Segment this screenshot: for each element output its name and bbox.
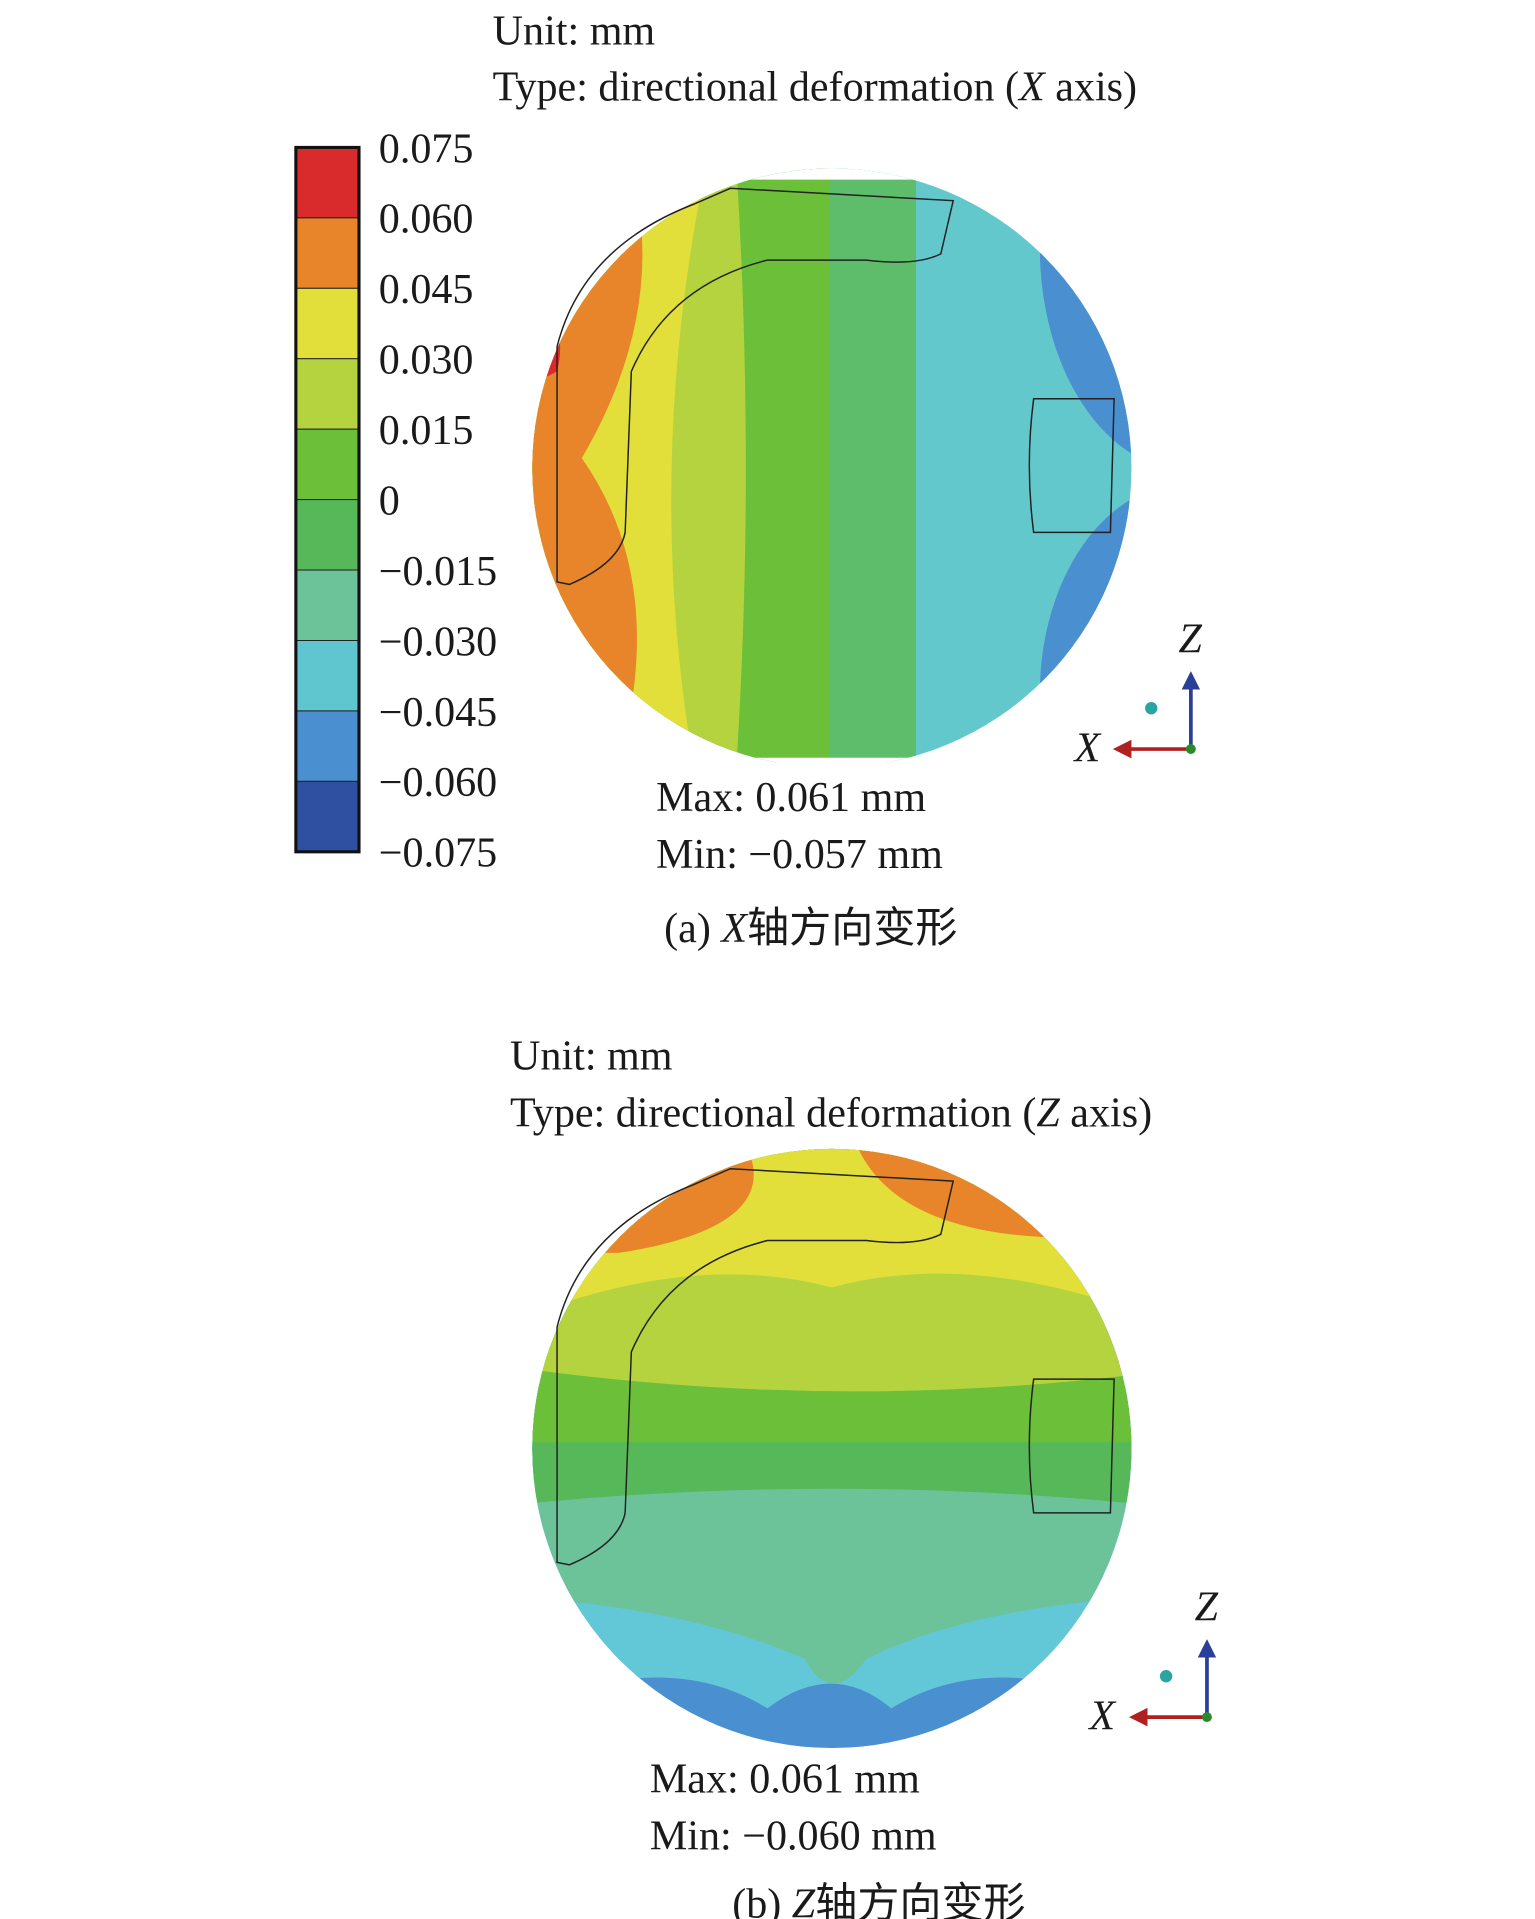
min-label: Min: −0.057 mm [656, 832, 943, 878]
legend-swatch [295, 710, 360, 782]
legend-label: 0.030 [379, 338, 474, 384]
caption-prefix: (a) [664, 906, 721, 952]
unit-label: Unit: mm [493, 9, 656, 55]
type-end: axis) [1045, 64, 1137, 110]
legend-label: 0.060 [379, 197, 474, 243]
axis-triad: Z X [1087, 1585, 1218, 1740]
legend-label: −0.045 [379, 690, 497, 736]
type-axis: X [1017, 64, 1047, 110]
legend-swatch [295, 569, 360, 641]
legend-label: 0.075 [379, 126, 474, 172]
caption: (b) Z轴方向变形 [732, 1881, 1025, 1919]
legend-label: 0.045 [379, 267, 474, 313]
legend-label: −0.030 [379, 619, 497, 665]
axis-label: Z [1195, 1585, 1219, 1631]
max-label: Max: 0.061 mm [656, 775, 926, 821]
caption-text: 轴方向变形 [747, 905, 957, 952]
legend-swatch [295, 287, 360, 360]
caption-text: 轴方向变形 [815, 1881, 1025, 1919]
min-label: Min: −0.060 mm [650, 1814, 937, 1860]
type-text: Type: directional deformation ( [510, 1091, 1036, 1137]
legend-swatch [295, 428, 360, 501]
axis-label: Z [1178, 617, 1202, 663]
type-axis: Z [1036, 1091, 1060, 1137]
type-end: axis) [1060, 1091, 1152, 1137]
legend-frame [294, 145, 361, 854]
legend-swatch [295, 499, 360, 571]
legend-swatch [295, 358, 360, 430]
legend-swatch [295, 146, 360, 219]
axis-triad: Z X [1073, 617, 1203, 772]
caption-axis: Z [792, 1882, 816, 1919]
legend-label: −0.015 [379, 549, 497, 595]
type-label: Type: directional deformation (Z axis) [510, 1091, 1152, 1137]
unit-label: Unit: mm [510, 1034, 673, 1080]
axis-label: X [1087, 1693, 1117, 1739]
max-label: Max: 0.061 mm [650, 1757, 920, 1803]
type-text: Type: directional deformation ( [493, 64, 1019, 110]
legend-label: −0.060 [379, 760, 497, 806]
legend-swatch [295, 217, 360, 289]
legend: 0.075 0.060 0.045 0.030 0.015 0 −0.015 −0.030 −0… [294, 126, 497, 877]
caption: (a) X轴方向变形 [664, 905, 957, 952]
legend-label: 0.015 [379, 408, 474, 454]
caption-axis: X [719, 906, 749, 952]
legend-label: 0 [379, 478, 400, 524]
type-label: Type: directional deformation (X axis) [493, 64, 1137, 110]
legend-label: −0.075 [379, 831, 497, 877]
caption-prefix: (b) [732, 1882, 792, 1919]
legend-swatch [295, 780, 360, 853]
contour-x [532, 168, 1132, 768]
axis-label: X [1073, 725, 1103, 771]
contour-z [532, 1148, 1132, 1749]
legend-swatch [295, 639, 360, 712]
